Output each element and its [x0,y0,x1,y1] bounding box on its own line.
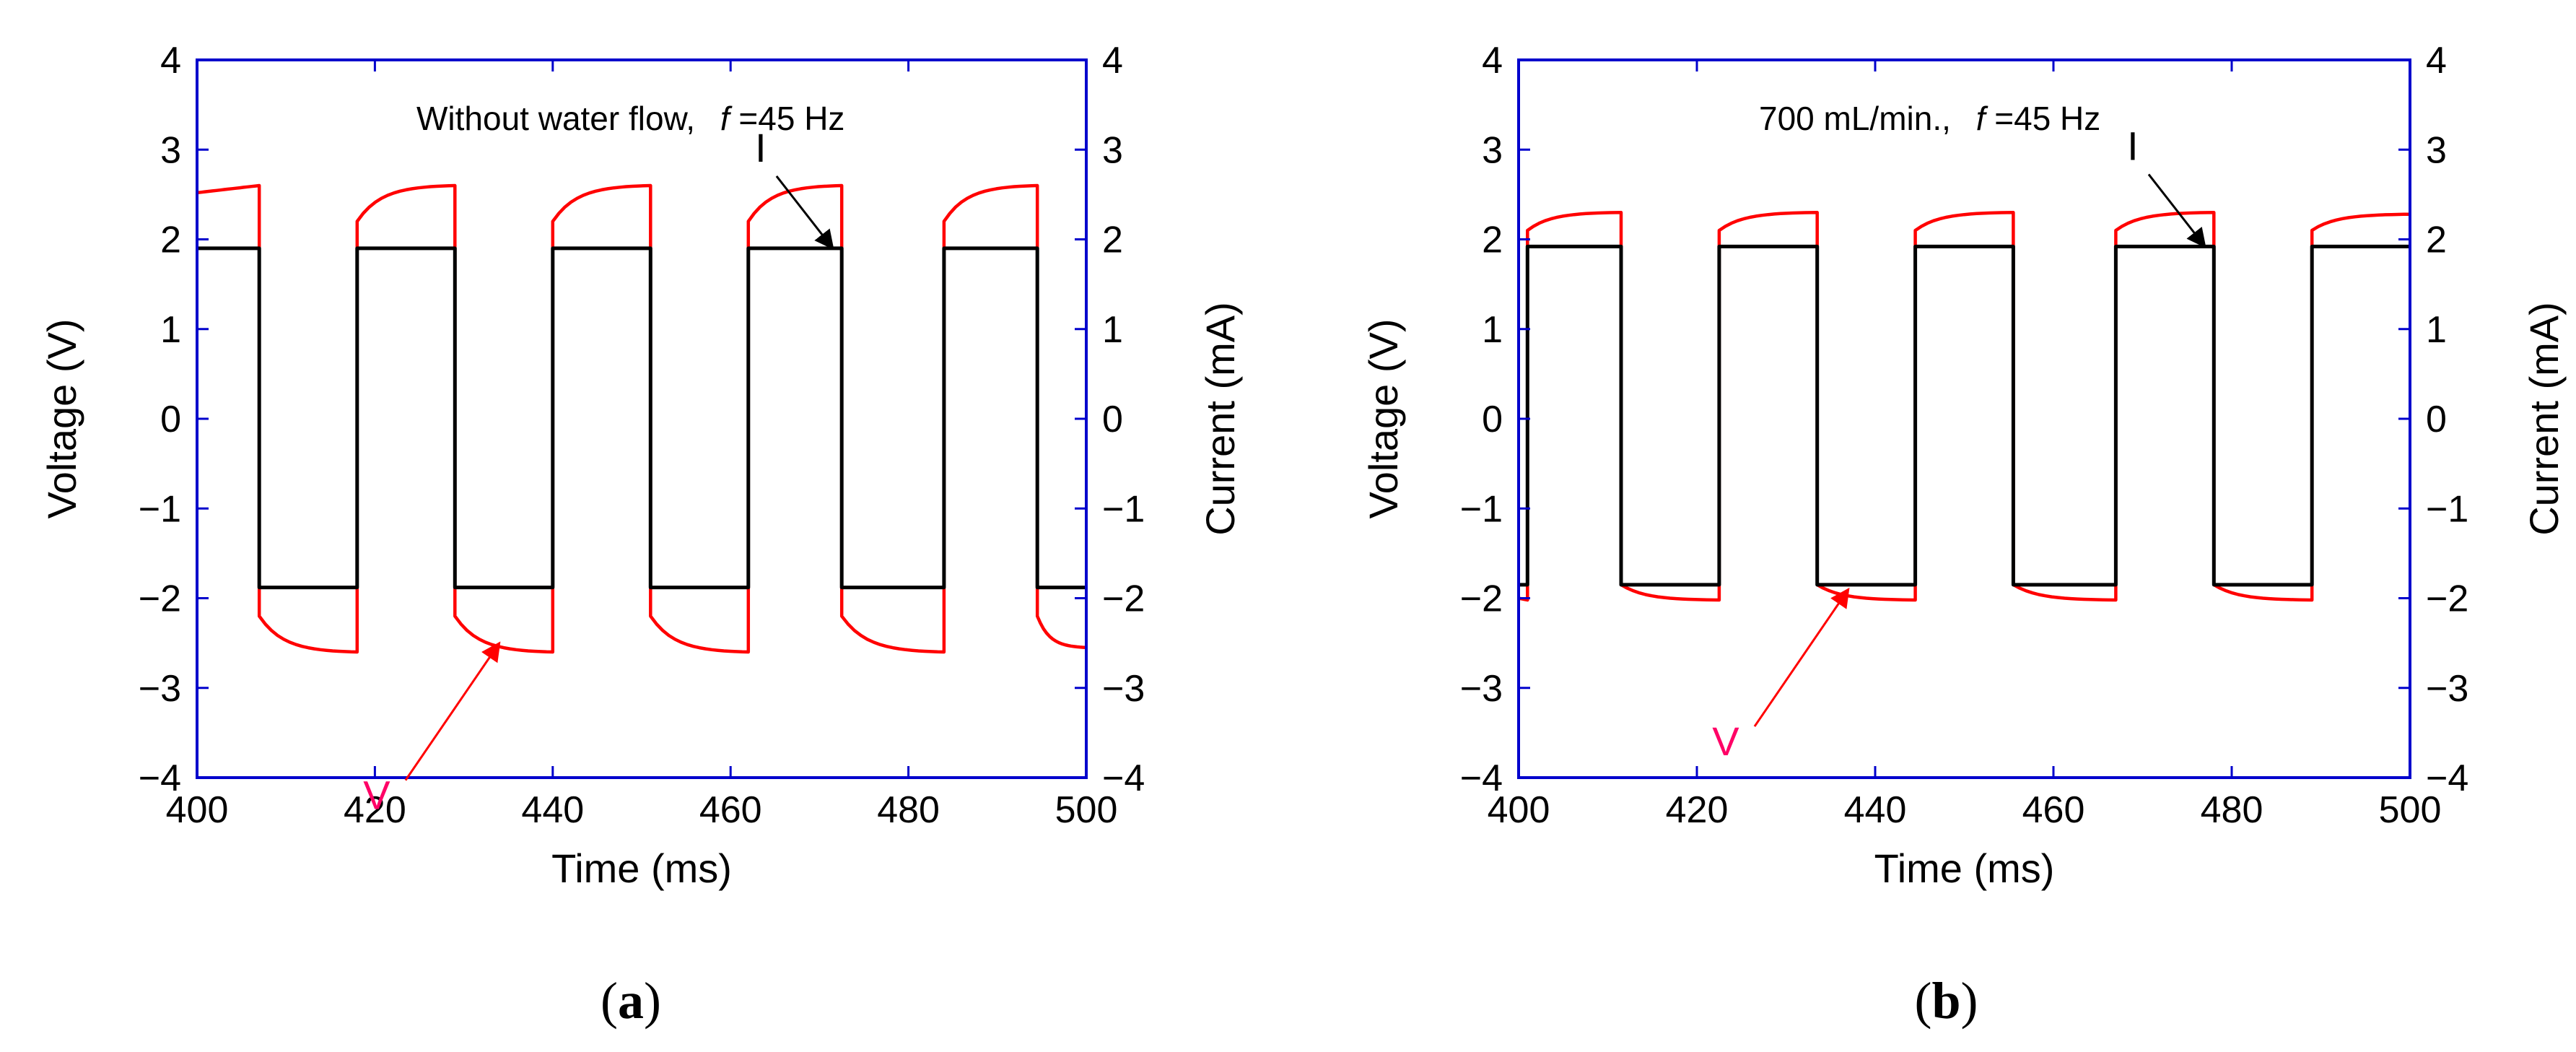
plot-area: 400 420 440 460 480 500−4 −4−3 −3−2 −2−1 −10 01 12 2… [139,40,1145,831]
panel-label-open-paren: ( [601,972,618,1030]
series-voltage-line [196,183,1087,654]
series-current-line [197,246,1086,590]
y-tick-label-left: 1 [160,309,181,351]
voltage-label-arrow [404,641,501,781]
y-tick-label-right: −4 [1102,757,1145,799]
x-tick-label: 460 [2022,789,2085,831]
y-tick-label-left: −1 [139,488,181,530]
y-tick-label-right: −2 [1102,578,1145,620]
panel-label-close-paren: ) [644,972,661,1030]
y-tick-label-left: −4 [1460,757,1503,799]
panel-label-open-paren: ( [1914,972,1931,1030]
annotation-condition: Without water flow, [416,100,695,137]
y-tick-label-left: 0 [160,399,181,440]
annotation-condition: 700 mL/min., [1759,100,1951,137]
x-tick-label: 460 [699,789,762,831]
y-tick-label-left: −1 [1460,488,1503,530]
y-tick-label-right: −4 [2426,757,2468,799]
annotation-f-value: =45 Hz [738,100,844,137]
x-tick-label: 480 [877,789,940,831]
current-curve-label: I [2127,123,2139,168]
y-tick-label-right: 4 [1102,40,1123,82]
panel-label-letter: a [618,972,644,1030]
y-tick-label-left: 0 [1482,399,1503,440]
y-tick-label-right: −1 [2426,488,2468,530]
y-tick-label-left: −3 [1460,668,1503,710]
voltage-curve-label: V [363,773,390,818]
annotation-text: Without water flow, f =45 Hz [416,100,844,137]
y-tick-label-right: −1 [1102,488,1145,530]
y-tick-label-left: −4 [139,757,181,799]
x-tick-label: 420 [344,789,406,831]
plot-frame [1517,58,2411,779]
x-axis-title: Time (ms) [1874,845,2055,891]
y-tick-label-left: 4 [1482,40,1503,82]
y-tick-label-left: −3 [139,668,181,710]
annotation-f-symbol: f [1976,100,1988,137]
y-tick-label-left: 3 [160,129,181,171]
x-tick-label: 440 [521,789,584,831]
panel-label: (a) [601,972,661,1030]
y-tick-label-left: 3 [1482,129,1503,171]
panel-label-letter: b [1931,972,1960,1030]
chart-panel-a: 400 420 440 460 480 500−4 −4−3 −3−2 −2−1 −10 01 12 2… [39,40,1243,1030]
x-axis-title: Time (ms) [551,845,732,891]
annotation-f-symbol: f [720,100,733,137]
x-tick-label: 420 [1666,789,1729,831]
y-tick-label-right: −3 [1102,668,1145,710]
y-tick-label-right: −2 [2426,578,2468,620]
panel-label: (b) [1914,972,1978,1030]
plot-frame [196,58,1088,779]
y-tick-label-right: 1 [2426,309,2447,351]
chart-panel-b: 400 420 440 460 480 500−4 −4−3 −3−2 −2−1 −10 01 12 2… [1361,40,2567,1030]
current-curve-label: I [755,125,767,170]
current-label-arrow [2147,173,2206,248]
y-axis-right-title: Current (mA) [2521,302,2567,536]
annotation-f-value: =45 Hz [1994,100,2100,137]
panel-label-close-paren: ) [1961,972,1978,1030]
x-tick-label: 440 [1844,789,1907,831]
y-tick-label-left: −2 [1460,578,1503,620]
y-tick-label-right: 2 [2426,219,2447,261]
series-voltage-line [1517,210,2411,602]
y-axis-left-title: Voltage (V) [1361,318,1406,518]
y-tick-label-left: 2 [1482,219,1503,261]
y-tick-label-left: −2 [139,578,181,620]
series-current-line [1517,244,2410,587]
y-tick-label-right: 1 [1102,309,1123,351]
x-tick-label: 480 [2201,789,2263,831]
y-axis-right-title: Current (mA) [1197,302,1243,536]
x-tick-label: 500 [2379,789,2442,831]
y-tick-label-right: 3 [1102,129,1123,171]
voltage-curve-label: V [1712,718,1739,764]
x-tick-label: 400 [1488,789,1550,831]
current-label-arrow [775,175,834,251]
y-tick-label-right: 2 [1102,219,1123,261]
y-tick-label-right: 0 [1102,399,1123,440]
voltage-label-arrow [1753,587,1850,727]
plot-area: 400 420 440 460 480 500−4 −4−3 −3−2 −2−1 −10 01 12 2… [1460,40,2469,831]
y-tick-label-right: −3 [2426,668,2468,710]
y-tick-label-right: 0 [2426,399,2447,440]
y-tick-label-left: 4 [160,40,181,82]
y-axis-left-title: Voltage (V) [39,318,84,518]
y-tick-label-right: 4 [2426,40,2447,82]
y-tick-label-right: 3 [2426,129,2447,171]
x-tick-label: 400 [166,789,229,831]
x-tick-label: 500 [1055,789,1118,831]
annotation-text: 700 mL/min., f =45 Hz [1759,100,2100,137]
y-tick-label-left: 2 [160,219,181,261]
y-tick-label-left: 1 [1482,309,1503,351]
